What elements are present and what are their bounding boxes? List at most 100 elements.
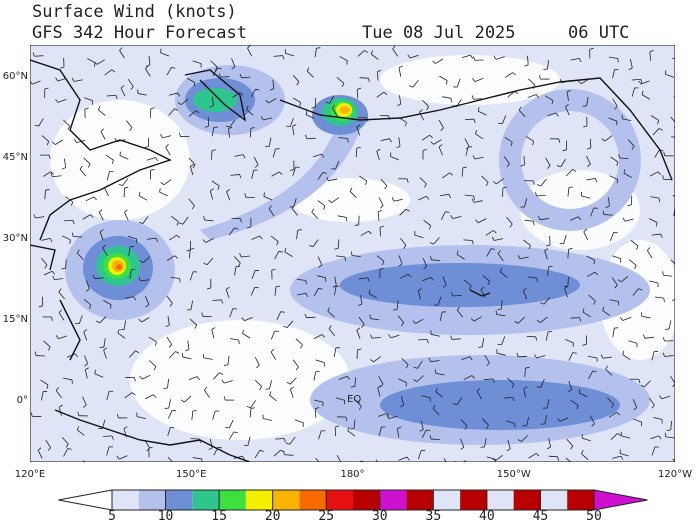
wind-barb [578,216,582,221]
wind-barb [76,252,84,260]
wind-barb [670,259,675,265]
wind-barb [316,47,321,49]
wind-barb [180,399,185,403]
wind-barb [263,117,273,121]
wind-barb [30,412,33,417]
wind-barb [326,176,329,181]
wind-barb [212,67,218,77]
wind-barb [83,157,91,165]
wind-barb [96,320,100,324]
wind-barb [636,245,639,250]
wind-barb [622,354,631,360]
wind-barb [527,276,537,279]
wind-barb [350,386,355,388]
wind-barb [551,100,554,105]
wind-barb [146,157,156,161]
wind-barb [668,320,672,330]
wind-barb [211,127,215,137]
wind-barb [589,47,594,50]
wind-barb [485,230,494,236]
wind-barb [612,98,618,107]
wind-barb [565,104,569,108]
wind-barb [103,338,106,348]
wind-barb [608,197,610,207]
wind-barb [223,364,228,366]
wind-barb [504,136,513,143]
colorbar-segment [326,490,353,510]
wind-barb [674,206,675,208]
wind-barb [491,236,495,241]
wind-barb [582,437,591,442]
wind-barb [322,171,327,175]
wind-barb [418,288,422,292]
wind-barb [430,333,440,337]
wind-barb [373,356,381,363]
wind-barb [167,427,171,436]
wind-barb [77,429,85,436]
wind-barb [354,224,359,226]
wind-barb [83,329,88,333]
wind-barb [567,276,569,286]
lon-label: 150°E [176,469,206,480]
wind-barb [305,110,308,115]
wind-barb [48,154,51,160]
wind-barb [463,239,473,241]
wind-barb [396,300,399,310]
wind-barb [556,165,561,168]
colorbar-segment [433,490,461,510]
wind-barb [681,194,683,197]
wind-barb [270,351,277,360]
wind-barb [63,158,67,168]
wind-barb [428,357,431,362]
wind-barb [629,59,633,68]
wind-barb [162,135,172,139]
wind-barb [422,258,427,267]
wind-barb [563,285,568,288]
wind-barb [523,287,527,292]
wind-barb [400,273,409,279]
wind-barb [149,360,157,367]
equator-label: EQ [347,394,361,405]
wind-barb [259,449,264,452]
wind-barb [175,351,180,354]
wind-barb [514,321,519,324]
wind-barb [524,198,528,208]
wind-barb [610,156,619,163]
wind-barb [106,171,110,181]
wind-barb [118,183,123,186]
wind-barb [354,399,362,407]
wind-barb [43,340,51,348]
wind-barb [148,336,157,343]
wind-barb [189,271,194,281]
wind-barb [244,317,253,322]
wind-barb [71,201,74,206]
wind-barb [119,47,123,51]
wind-barb [398,65,403,69]
wind-barb [191,205,195,210]
wind-barb [284,454,294,456]
wind-barb [421,134,430,141]
wind-barb [449,172,454,176]
wind-barb [608,117,618,122]
wind-barb [85,280,90,290]
wind-barb [138,318,142,323]
wind-barb [607,397,614,405]
wind-barb [417,360,423,369]
wind-barb [432,408,440,416]
wind-barb [234,256,241,264]
wind-barb [593,260,596,265]
wind-barb [487,281,491,285]
colorbar-segment [379,490,407,510]
wind-barb [670,420,673,430]
wind-barb [370,53,379,60]
wind-barb [383,91,388,95]
wind-barb [254,164,259,168]
wind-barb [166,336,173,345]
wind-barb [338,463,341,466]
wind-barb [472,155,476,160]
wind-barb [228,126,233,130]
colorbar-label: 10 [158,509,174,524]
wind-barb [186,77,196,83]
wind-barb [568,380,573,390]
wind-barb [48,346,51,351]
